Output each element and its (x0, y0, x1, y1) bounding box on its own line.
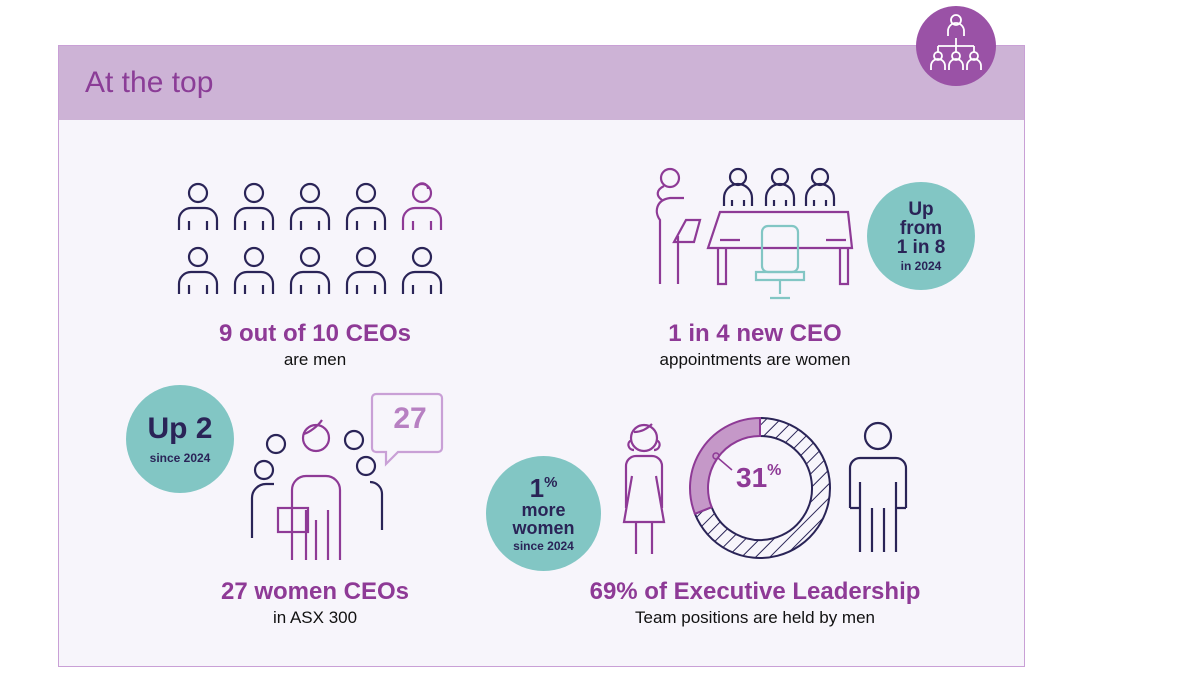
donut-men-segment (693, 416, 831, 559)
appointments-sub: appointments are women (659, 350, 851, 369)
donut-women-segment (689, 416, 761, 516)
badge-unit: % (544, 474, 558, 491)
executive-sub: Team positions are held by men (634, 608, 876, 627)
man-icon (345, 246, 387, 294)
ceo-stat: 9 out of 10 CEOs are men (160, 320, 470, 370)
man-icon (289, 246, 331, 294)
executive-headline: 69% of Executive Leadership (589, 578, 921, 605)
woman-icon (622, 423, 666, 554)
badge-sub: since 2024 (513, 539, 574, 553)
woman-icon (401, 182, 443, 230)
man-icon (345, 182, 387, 230)
women-ceos-headline: 27 women CEOs (220, 578, 410, 605)
badge-line: 1 in 8 (896, 237, 946, 258)
header-band: At the top (59, 46, 1024, 120)
badge-main: 1 (529, 473, 545, 503)
badge-line: from (899, 218, 943, 239)
appointments-headline: 1 in 4 new CEO (668, 320, 842, 347)
appointments-badge: Up from 1 in 8 in 2024 (867, 182, 975, 290)
executive-donut (689, 416, 831, 559)
speech-bubble-number: 27 (393, 402, 427, 435)
badge-line: more (521, 500, 566, 520)
man-icon (848, 421, 908, 552)
org-chart-icon (916, 6, 996, 86)
man-icon (401, 246, 443, 294)
women-ceos-stat: 27 women CEOs in ASX 300 (160, 578, 470, 628)
man-icon (177, 182, 219, 230)
boardroom-icon (655, 167, 854, 300)
executive-stat: 69% of Executive Leadership Team positio… (560, 578, 950, 628)
man-icon (289, 182, 331, 230)
women-ceos-badge: Up 2 since 2024 (126, 385, 234, 493)
donut-unit: % (767, 462, 782, 479)
man-icon (177, 246, 219, 294)
badge-line: in 2024 (900, 259, 942, 273)
man-icon (233, 246, 275, 294)
badge-sub: since 2024 (149, 451, 211, 465)
ceo-headline: 9 out of 10 CEOs (218, 320, 412, 347)
badge-main: Up 2 (147, 412, 213, 445)
women-ceos-sub: in ASX 300 (272, 608, 358, 627)
donut-label: 31% (736, 462, 781, 494)
donut-pointer (712, 452, 733, 471)
page-title: At the top (85, 66, 214, 99)
women-group-icon (250, 392, 444, 560)
man-icon (233, 182, 275, 230)
ceo-people-grid (177, 182, 443, 294)
appointments-stat: 1 in 4 new CEO appointments are women (600, 320, 910, 370)
executive-badge: 1% more women since 2024 (486, 456, 601, 571)
ceo-sub: are men (283, 350, 347, 369)
donut-value: 31 (736, 462, 768, 493)
badge-line: Up (908, 199, 934, 220)
badge-line: women (512, 518, 575, 538)
